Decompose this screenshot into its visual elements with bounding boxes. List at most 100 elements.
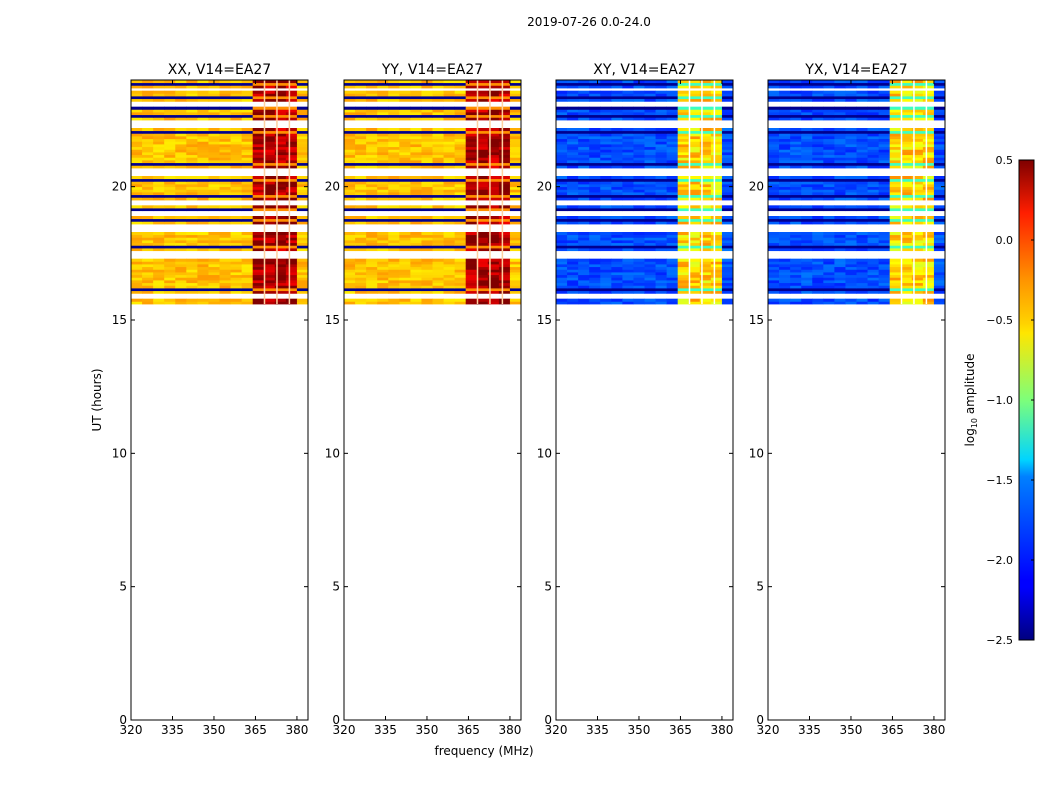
heatmap-cell xyxy=(175,152,187,156)
heatmap-cell xyxy=(589,109,601,113)
heatmap-cell xyxy=(699,290,712,294)
heatmap-cell xyxy=(487,274,500,278)
heatmap-cell xyxy=(622,133,634,137)
heatmap-cell xyxy=(878,194,891,198)
heatmap-cell xyxy=(175,266,187,270)
heatmap-cell xyxy=(252,186,265,190)
heatmap-cell xyxy=(355,288,367,292)
heatmap-cell xyxy=(487,298,500,302)
heatmap-cell xyxy=(622,290,634,294)
heatmap-cell xyxy=(677,181,690,185)
heatmap-cell xyxy=(589,205,601,209)
heatmap-cell xyxy=(790,208,802,212)
heatmap-cell xyxy=(856,154,868,158)
heatmap-cell xyxy=(241,232,254,236)
heatmap-cell xyxy=(710,218,723,222)
heatmap-cell xyxy=(366,109,378,113)
heatmap-cell xyxy=(801,181,813,185)
heatmap-cell xyxy=(509,242,522,246)
heatmap-cell xyxy=(142,277,154,281)
heatmap-cell xyxy=(834,261,846,265)
heatmap-cell xyxy=(399,109,411,113)
heatmap-cell xyxy=(567,189,579,193)
heatmap-cell xyxy=(655,232,668,236)
heatmap-cell xyxy=(399,189,411,193)
heatmap-cell xyxy=(655,194,668,198)
colorbar-label-sub: 10 xyxy=(970,418,979,428)
heatmap-cell xyxy=(399,197,411,201)
heatmap-cell xyxy=(801,128,813,132)
heatmap-cell xyxy=(889,280,902,284)
heatmap-cell xyxy=(197,242,209,246)
heatmap-cell xyxy=(823,216,835,220)
heatmap-cell xyxy=(845,186,857,190)
heatmap-cell xyxy=(688,277,701,281)
heatmap-cell xyxy=(263,80,276,84)
heatmap-cell xyxy=(197,221,209,225)
heatmap-cell xyxy=(219,298,231,302)
heatmap-cell xyxy=(252,205,265,209)
heatmap-cell xyxy=(644,162,656,166)
heatmap-cell xyxy=(611,133,623,137)
heatmap-cell xyxy=(878,152,891,156)
heatmap-cell xyxy=(296,144,309,148)
heatmap-cell xyxy=(366,237,378,241)
heatmap-cell xyxy=(219,205,231,209)
heatmap-cell xyxy=(556,130,568,134)
heatmap-cell xyxy=(344,96,356,100)
heatmap-cell xyxy=(933,232,946,236)
heatmap-cell xyxy=(688,298,701,302)
heatmap-cell xyxy=(823,240,835,244)
heatmap-cell xyxy=(644,146,656,150)
heatmap-cell xyxy=(710,234,723,238)
heatmap-cell xyxy=(142,242,154,246)
heatmap-cell xyxy=(721,157,734,161)
heatmap-cell xyxy=(487,82,500,86)
heatmap-cell xyxy=(274,208,287,212)
heatmap-cell xyxy=(823,285,835,289)
heatmap-cell xyxy=(710,242,723,246)
heatmap-cell xyxy=(655,160,668,164)
heatmap-cell xyxy=(567,288,579,292)
heatmap-cell xyxy=(344,165,356,169)
heatmap-cell xyxy=(666,184,679,188)
heatmap-cell xyxy=(476,189,489,193)
heatmap-cell xyxy=(377,298,389,302)
heatmap-cell xyxy=(699,181,712,185)
heatmap-cell xyxy=(721,258,734,262)
heatmap-cell xyxy=(186,96,198,100)
heatmap-cell xyxy=(355,298,367,302)
heatmap-cell xyxy=(589,112,601,116)
heatmap-cell xyxy=(666,93,679,97)
heatmap-cell xyxy=(622,264,634,268)
heatmap-cell xyxy=(889,98,902,102)
heatmap-cell xyxy=(509,82,522,86)
heatmap-cell xyxy=(567,221,579,225)
heatmap-cell xyxy=(677,141,690,145)
heatmap-cell xyxy=(465,176,478,180)
heatmap-cell xyxy=(768,205,780,209)
heatmap-cell xyxy=(344,144,356,148)
heatmap-cell xyxy=(779,237,791,241)
heatmap-cell xyxy=(186,277,198,281)
heatmap-cell xyxy=(454,194,467,198)
heatmap-cell xyxy=(230,165,243,169)
heatmap-cell xyxy=(655,128,668,132)
heatmap-cell xyxy=(567,160,579,164)
heatmap-cell xyxy=(274,80,287,84)
heatmap-cell xyxy=(164,112,176,116)
heatmap-cell xyxy=(889,290,902,294)
heatmap-cell xyxy=(377,186,389,190)
heatmap-cell xyxy=(867,282,880,286)
heatmap-cell xyxy=(454,93,467,97)
heatmap-cell xyxy=(366,160,378,164)
heatmap-cell xyxy=(285,160,298,164)
heatmap-cell xyxy=(567,277,579,281)
heatmap-cell xyxy=(633,301,645,305)
heatmap-cell xyxy=(812,237,824,241)
heatmap-cell xyxy=(432,90,444,94)
heatmap-cell xyxy=(164,98,176,102)
heatmap-cell xyxy=(252,80,265,84)
heatmap-cell xyxy=(644,282,656,286)
